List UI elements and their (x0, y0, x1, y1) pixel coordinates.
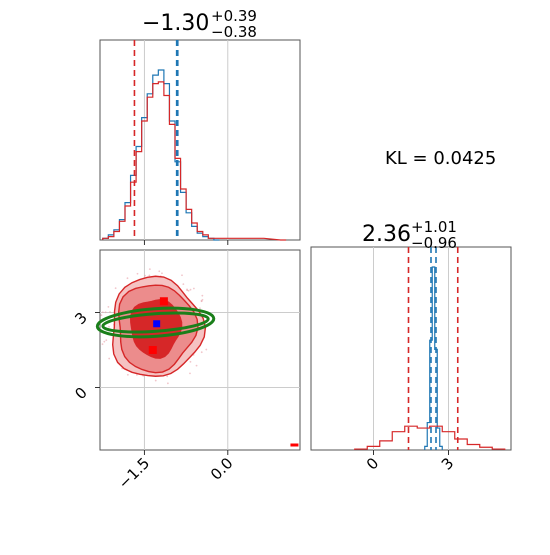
joint-sample-point (189, 372, 191, 375)
joint-sample-point (107, 306, 110, 308)
joint-sample-point (100, 314, 103, 317)
panel-1-histogram-blue (102, 69, 220, 241)
joint-xtick-label: 0.0 (207, 454, 237, 484)
joint-sample-point (199, 307, 201, 310)
joint-sample-point (166, 382, 169, 385)
joint-ytick-label: 3 (71, 309, 90, 328)
joint-sample-point (161, 272, 163, 275)
panel-2-title-lower: −0.96 (411, 234, 457, 252)
joint-sample-point (108, 325, 110, 328)
joint-sample-point (201, 294, 204, 297)
joint-sample-point (195, 364, 198, 367)
joint-sample-point (192, 287, 195, 290)
joint-sample-point (158, 270, 161, 273)
joint-sample-point (154, 379, 157, 382)
joint-green-ellipse (95, 306, 216, 339)
panel-2-title-upper: +1.01 (411, 218, 457, 236)
joint-sample-point (187, 289, 190, 292)
joint-sample-point (186, 289, 189, 292)
panel-2-title-value: 2.36 (362, 222, 411, 247)
joint-blue-marker (153, 320, 161, 328)
joint-sample-point (109, 311, 111, 313)
joint-red-square-marker (159, 297, 168, 306)
joint-sample-point (136, 272, 139, 275)
joint-sample-point (200, 351, 203, 354)
panel-1-title-value: −1.30 (142, 11, 209, 36)
joint-sample-point (205, 348, 208, 351)
joint-sample-point (126, 373, 129, 376)
kl-divergence-label: KL = 0.0425 (385, 148, 496, 169)
panel-1-title-upper: +0.39 (211, 7, 257, 25)
joint-sample-point (189, 288, 192, 291)
joint-sample-point (103, 340, 106, 343)
joint-sample-point (126, 277, 129, 280)
joint-sample-point (105, 339, 108, 342)
joint-sample-point (104, 311, 107, 314)
joint-ytick-label: 0 (71, 384, 90, 403)
joint-outlier-marker (290, 443, 299, 447)
marginal-panel-1 (99, 39, 301, 245)
joint-sample-point (200, 300, 203, 303)
panel-2-frame (310, 246, 512, 451)
panel-1-frame (99, 39, 301, 241)
joint-panel: −1.5 0.0 0 3 (71, 249, 301, 493)
joint-sample-point (181, 274, 183, 277)
panel-2-histogram-red (354, 425, 506, 450)
joint-sample-point (135, 373, 138, 376)
joint-sample-point (166, 375, 169, 378)
joint-sample-point (144, 274, 146, 277)
joint-sample-point (182, 283, 185, 286)
joint-red-square-marker (148, 346, 157, 354)
joint-sample-point (101, 311, 104, 314)
panel-1-title-lower: −0.38 (211, 23, 257, 41)
joint-green-ellipse (101, 311, 210, 334)
joint-sample-point (148, 274, 151, 277)
joint-sample-point (189, 360, 192, 363)
joint-sample-point (201, 298, 204, 301)
joint-sample-point (108, 357, 111, 360)
panel-1-histogram-red (102, 81, 287, 241)
joint-sample-point (101, 343, 104, 346)
panel-2-histogram-blue (424, 266, 443, 450)
joint-xtick-label: −1.5 (115, 454, 153, 492)
joint-sample-point (148, 268, 151, 271)
panel-2-xtick-label: 0 (363, 454, 382, 473)
panel-2-xtick-label: 3 (438, 454, 457, 473)
joint-sample-point (114, 287, 117, 290)
